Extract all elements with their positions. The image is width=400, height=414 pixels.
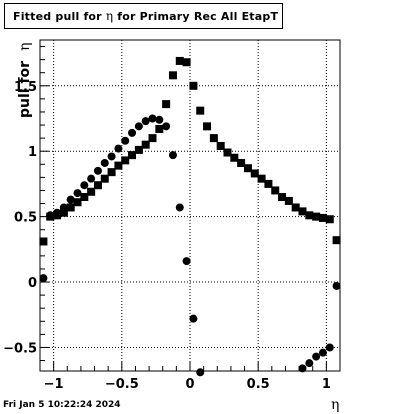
square-marker [59, 208, 68, 217]
square-marker [291, 203, 300, 212]
square-marker [243, 164, 252, 173]
square-marker [39, 237, 48, 246]
square-marker [305, 211, 314, 220]
x-axis-label: η [331, 397, 340, 413]
circle-marker [121, 136, 130, 145]
title-symbol: η [105, 9, 114, 23]
x-tick-label: 0.5 [247, 377, 270, 392]
square-marker [196, 106, 205, 115]
square-marker [332, 236, 341, 245]
y-axis-label-text: pull for [17, 60, 33, 118]
square-marker [223, 148, 232, 157]
x-tick-label: 0 [185, 377, 194, 392]
square-marker [250, 169, 259, 178]
circle-marker [155, 115, 164, 124]
circle-marker [325, 343, 334, 352]
square-marker [148, 134, 157, 143]
circle-marker [46, 211, 55, 220]
data-markers [39, 56, 341, 377]
square-marker [312, 212, 321, 221]
square-marker [298, 207, 307, 216]
square-marker [114, 161, 123, 170]
square-marker [175, 56, 184, 65]
circle-marker [148, 114, 157, 123]
circle-marker [53, 208, 62, 217]
footer-timestamp: Fri Jan 5 10:22:24 2024 [3, 400, 121, 410]
circle-marker [141, 117, 150, 126]
circle-marker [114, 144, 123, 153]
square-marker [168, 71, 177, 80]
y-tick-label: 0.5 [14, 211, 37, 226]
x-tick-label: 1 [322, 377, 331, 392]
circle-marker [87, 174, 96, 183]
y-tick-label: −0.5 [3, 341, 37, 356]
y-tick-label: 1 [28, 145, 37, 160]
circle-marker [196, 368, 205, 377]
square-marker [216, 141, 225, 150]
circle-marker [100, 158, 109, 167]
circle-marker [312, 352, 321, 361]
square-marker [155, 124, 164, 133]
tick-labels: −1 −0.5 0 0.5 1 −0.5 0 0.5 1 1.5 [3, 80, 331, 392]
circle-marker [39, 274, 48, 283]
circle-marker [128, 128, 137, 137]
square-marker [318, 213, 327, 222]
circle-marker [332, 281, 341, 290]
circle-marker [134, 122, 143, 131]
square-marker [93, 181, 102, 190]
circle-marker [318, 348, 327, 357]
circle-marker [80, 181, 89, 190]
square-marker [100, 174, 109, 183]
square-marker [271, 186, 280, 195]
square-marker [66, 203, 75, 212]
y-tick-label: 1.5 [14, 80, 37, 95]
circle-marker [298, 364, 307, 373]
square-marker [257, 174, 266, 183]
square-marker [80, 192, 89, 201]
circle-marker [107, 152, 116, 161]
grid [40, 40, 340, 371]
square-marker [325, 215, 334, 224]
square-marker [264, 179, 273, 188]
x-tick-label: −1 [44, 377, 64, 392]
circle-marker [66, 195, 75, 204]
title-suffix: for Primary Rec All EtapT [113, 10, 279, 23]
chart-title: Fitted pull for η for Primary Rec All Et… [4, 3, 283, 29]
y-axis-label: pull for η [17, 43, 33, 118]
y-axis-label-symbol: η [17, 42, 33, 51]
circle-marker [182, 257, 191, 266]
circle-marker [189, 314, 198, 323]
square-marker [121, 156, 130, 165]
circle-marker [162, 122, 171, 131]
square-marker [209, 134, 218, 143]
title-prefix: Fitted pull for [13, 10, 106, 23]
square-marker [189, 81, 198, 90]
y-tick-label: 0 [28, 276, 37, 291]
circle-marker [168, 151, 177, 160]
square-marker [73, 198, 82, 207]
circle-marker [305, 359, 314, 368]
square-marker [141, 140, 150, 149]
circle-marker [175, 203, 184, 212]
square-marker [203, 122, 212, 131]
square-marker [284, 196, 293, 205]
square-marker [87, 187, 96, 196]
square-marker [128, 151, 137, 160]
circle-marker [93, 166, 102, 175]
square-marker [162, 100, 171, 109]
x-tick-label: −0.5 [105, 377, 139, 392]
square-marker [107, 168, 116, 177]
square-marker [182, 58, 191, 67]
square-marker [278, 192, 287, 201]
square-marker [134, 145, 143, 154]
circle-marker [73, 189, 82, 198]
circle-marker [59, 203, 68, 212]
square-marker [237, 158, 246, 167]
square-marker [230, 153, 239, 162]
